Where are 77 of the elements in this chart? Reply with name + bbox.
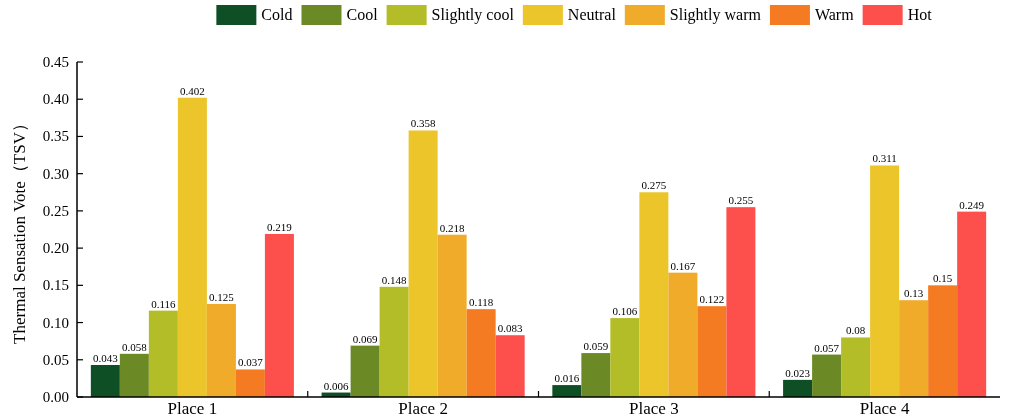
data-label: 0.037 [238,356,264,369]
data-label: 0.148 [381,273,407,286]
x-tick-label: Place 1 [167,399,218,417]
bar [148,310,178,397]
x-tick-label: Place 2 [398,399,448,417]
y-tick-label: 0.45 [42,54,69,70]
bar [350,345,380,397]
bar [466,309,496,397]
bar [957,211,987,397]
bar [783,379,813,397]
bar [379,286,409,397]
bar [90,364,120,397]
y-tick-label: 0.35 [42,128,69,145]
bar [495,335,525,397]
y-axis-title: Thermal Sensation Vote（TSV） [10,115,29,344]
y-tick-label: 0.30 [42,165,69,182]
legend-label: Warm [814,6,855,23]
bar [928,285,958,397]
bar [408,130,438,397]
data-label: 0.15 [933,272,953,285]
data-label: 0.043 [92,351,119,364]
y-tick-label: 0.05 [42,351,69,368]
data-label: 0.106 [612,305,638,318]
data-label: 0.311 [872,152,897,165]
bar [119,353,149,397]
legend-label: Hot [907,6,933,23]
data-label: 0.13 [904,287,924,300]
y-tick-label: 0.15 [42,277,69,294]
bar [870,165,900,397]
bar [697,306,727,397]
legend-label: Slightly warm [669,6,762,24]
bar [639,192,669,397]
data-label: 0.275 [641,179,667,192]
bar [812,354,842,397]
data-label: 0.167 [670,259,696,272]
data-label: 0.116 [151,297,177,310]
data-label: 0.118 [468,296,494,309]
y-tick-label: 0.25 [42,202,69,219]
bar [610,318,640,397]
y-tick-label: 0.20 [42,240,69,257]
data-label: 0.069 [352,332,378,345]
data-label: 0.218 [439,221,466,234]
bar [841,337,871,397]
data-label: 0.125 [209,290,235,303]
y-tick-label: 0.00 [42,389,69,405]
legend-label: Neutral [567,6,617,23]
data-label: 0.023 [785,366,811,379]
bar [668,272,698,397]
data-label: 0.219 [267,220,293,233]
legend-label: Slightly cool [431,6,515,24]
bar [437,234,467,397]
data-label: 0.358 [410,117,436,130]
data-label: 0.122 [699,293,725,306]
bar [552,385,582,397]
data-label: 0.059 [583,340,609,353]
bar [264,233,294,397]
data-label: 0.402 [180,84,205,97]
data-label: 0.255 [728,194,754,207]
legend-label: Cool [346,6,379,23]
y-tick-label: 0.10 [42,314,69,331]
bar [726,207,756,397]
bar [177,97,207,397]
bar [581,353,611,397]
data-label: 0.249 [959,198,985,211]
x-tick-label: Place 3 [629,399,679,417]
bar [899,300,929,397]
data-label: 0.08 [845,324,866,337]
data-label: 0.006 [323,379,349,392]
data-label: 0.057 [814,341,840,354]
data-label: 0.016 [554,372,580,385]
y-tick-label: 0.40 [42,91,69,108]
legend-label: Cold [261,6,293,23]
x-tick-label: Place 4 [859,399,910,417]
bar [206,303,236,397]
bar [235,369,265,397]
data-label: 0.083 [497,322,524,335]
data-label: 0.058 [121,340,148,353]
